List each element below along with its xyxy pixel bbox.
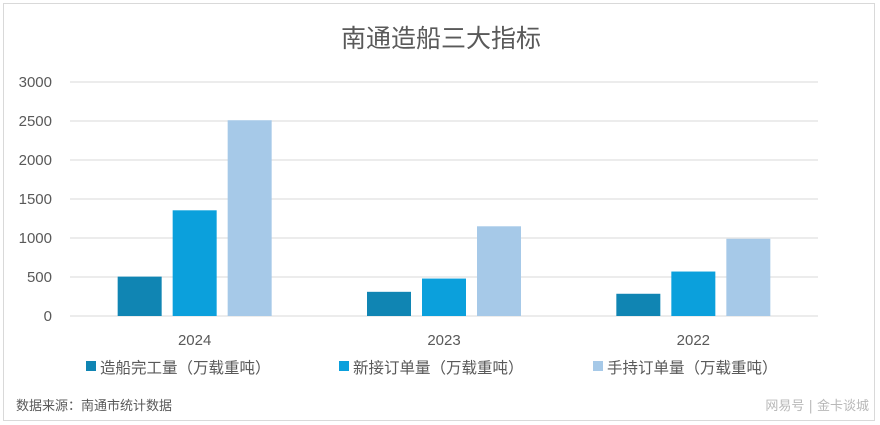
source-note: 数据来源：南通市统计数据: [16, 398, 172, 414]
y-tick-label: 2500: [19, 113, 52, 130]
x-category-label: 2024: [178, 332, 211, 349]
x-category-label: 2022: [677, 332, 710, 349]
legend: 造船完工量（万载重吨） 新接订单量（万载重吨） 手持订单量（万载重吨）: [86, 359, 778, 377]
bar: [422, 278, 466, 316]
bar: [227, 120, 272, 316]
legend-swatch: [593, 361, 603, 371]
legend-swatch: [339, 361, 349, 371]
bar: [726, 238, 771, 316]
bar: [616, 293, 661, 316]
legend-label: 手持订单量（万载重吨）: [607, 359, 778, 377]
watermark: 网易号 | 金卡谈城: [765, 398, 869, 414]
bar: [477, 226, 521, 316]
y-tick-label: 2000: [19, 152, 52, 169]
y-tick-label: 1000: [19, 230, 52, 247]
x-axis-categories: 2024 2023 2022: [178, 332, 710, 349]
bar: [117, 276, 162, 316]
legend-swatch: [86, 361, 96, 371]
y-tick-label: 3000: [19, 74, 52, 91]
y-tick-label: 1500: [19, 191, 52, 208]
chart-frame: [3, 3, 875, 421]
bar: [172, 210, 217, 316]
y-axis-ticks: 0 500 1000 1500 2000 2500 3000: [19, 74, 52, 325]
bar: [671, 271, 716, 316]
legend-label: 新接订单量（万载重吨）: [353, 359, 524, 377]
bars: [117, 120, 771, 316]
y-tick-label: 500: [27, 269, 52, 286]
bar: [367, 291, 411, 316]
chart-title: 南通造船三大指标: [341, 24, 541, 53]
x-category-label: 2023: [427, 332, 460, 349]
y-tick-label: 0: [44, 308, 52, 325]
legend-label: 造船完工量（万载重吨）: [100, 359, 271, 377]
